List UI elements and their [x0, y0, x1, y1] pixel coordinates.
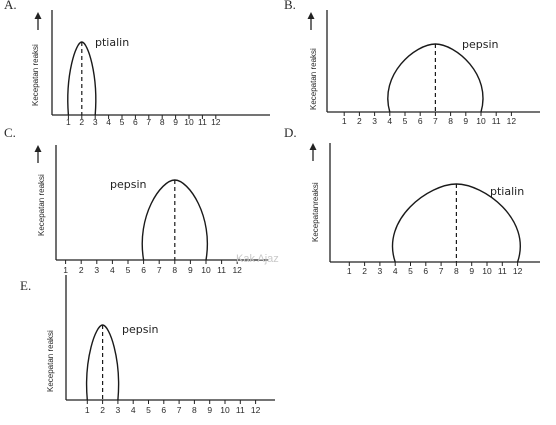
x-tick-label: 1	[85, 405, 90, 415]
x-tick-label: 9	[173, 117, 178, 127]
enzyme-label: pepsin	[122, 323, 159, 336]
x-tick-label: 2	[79, 265, 84, 275]
y-axis-label: Kecepatan reaksi	[309, 48, 318, 110]
panel-letter: C.	[4, 125, 16, 140]
x-tick-label: 6	[423, 266, 428, 276]
x-tick-label: 8	[172, 265, 177, 275]
y-axis-label: Kecepatan reaksi	[31, 44, 40, 106]
x-tick-label: 6	[161, 405, 166, 415]
x-tick-label: 11	[217, 265, 226, 275]
y-axis-arrow-icon	[309, 143, 317, 161]
x-tick-label: 2	[79, 117, 84, 127]
panel-letter: D.	[284, 125, 297, 140]
x-tick-label: 8	[192, 405, 197, 415]
x-tick-label: 12	[232, 265, 242, 275]
panel-c: C. Kecepatan reaksi 1 2 3 4 5 6 7 8 9 10 11 12 peps…	[4, 125, 268, 275]
x-tick-label: 10	[184, 117, 194, 127]
x-tick-label: 1	[342, 116, 347, 126]
panel-a: A. Kecepatan reaksi 1 2 3 4 5 6 7 8 9 10 11 12 ptia…	[4, 0, 270, 127]
x-tick-label: 1	[63, 265, 68, 275]
enzyme-label: ptialin	[490, 185, 524, 198]
enzyme-label: pepsin	[110, 178, 147, 191]
x-tick-label: 2	[100, 405, 105, 415]
x-tick-label: 4	[393, 266, 398, 276]
x-tick-label: 7	[433, 116, 438, 126]
x-tick-label: 12	[251, 405, 261, 415]
x-tick-label: 4	[131, 405, 136, 415]
enzyme-label: pepsin	[462, 38, 499, 51]
x-tick-label: 1	[347, 266, 352, 276]
x-tick-label: 5	[120, 117, 125, 127]
x-tick-label: 3	[372, 116, 377, 126]
x-tick-label: 2	[357, 116, 362, 126]
x-axis-ticks: 1 2 3 4 5 6 7 8 9 10 11 12	[66, 115, 221, 127]
x-tick-label: 3	[116, 405, 121, 415]
x-tick-label: 10	[201, 265, 211, 275]
x-tick-label: 5	[403, 116, 408, 126]
panel-letter: A.	[4, 0, 17, 12]
x-tick-label: 10	[476, 116, 486, 126]
x-tick-label: 4	[106, 117, 111, 127]
x-tick-label: 12	[211, 117, 221, 127]
x-tick-label: 7	[177, 405, 182, 415]
x-tick-label: 11	[236, 405, 245, 415]
x-tick-label: 9	[463, 116, 468, 126]
x-tick-label: 8	[160, 117, 165, 127]
x-axis-ticks: 1 2 3 4 5 6 7 8 9 10 11 12	[347, 262, 523, 276]
x-tick-label: 11	[198, 117, 207, 127]
x-tick-label: 8	[448, 116, 453, 126]
y-axis-label: Kecepatan reaksi	[37, 174, 46, 236]
panel-letter: E.	[20, 278, 31, 293]
x-tick-label: 7	[439, 266, 444, 276]
x-tick-label: 12	[507, 116, 517, 126]
x-tick-label: 4	[110, 265, 115, 275]
panel-e: E. Kecepatan reaksi 1 2 3 4 5 6 7 8 9 10 11 12 peps…	[20, 275, 275, 415]
x-axis-ticks: 1 2 3 4 5 6 7 8 9 10 11 12	[85, 400, 261, 415]
x-tick-label: 7	[157, 265, 162, 275]
x-tick-label: 7	[146, 117, 151, 127]
x-tick-label: 11	[492, 116, 501, 126]
x-tick-label: 9	[188, 265, 193, 275]
x-axis-ticks: 1 2 3 4 5 6 7 8 9 10 11 12	[63, 260, 242, 275]
x-tick-label: 1	[66, 117, 71, 127]
x-tick-label: 9	[207, 405, 212, 415]
x-tick-label: 5	[146, 405, 151, 415]
x-tick-label: 6	[141, 265, 146, 275]
x-tick-label: 5	[408, 266, 413, 276]
x-tick-label: 9	[469, 266, 474, 276]
x-tick-label: 10	[482, 266, 492, 276]
enzyme-label: ptialin	[95, 36, 129, 49]
x-tick-label: 8	[454, 266, 459, 276]
x-tick-label: 3	[93, 117, 98, 127]
x-tick-label: 6	[418, 116, 423, 126]
x-tick-label: 5	[126, 265, 131, 275]
activity-curve	[141, 179, 208, 261]
x-tick-label: 11	[498, 266, 507, 276]
y-axis-label: Kecepatanreaksi	[311, 182, 320, 242]
x-tick-label: 3	[94, 265, 99, 275]
panel-letter: B.	[284, 0, 296, 12]
watermark: Kak Ajaz	[236, 253, 279, 265]
y-axis-arrow-icon	[34, 145, 42, 163]
x-tick-label: 3	[378, 266, 383, 276]
x-tick-label: 4	[387, 116, 392, 126]
y-axis-arrow-icon	[307, 12, 315, 30]
x-tick-label: 12	[513, 266, 523, 276]
panel-b: B. Kecepatan reaksi 1 2 3 4 5 6 7 8 9 10 11 12 peps…	[284, 0, 540, 126]
x-tick-label: 10	[220, 405, 230, 415]
y-axis-label: Kecepatan reaksi	[46, 330, 55, 392]
x-axis-ticks: 1 2 3 4 5 6 7 8 9 10 11 12	[342, 112, 517, 126]
x-tick-label: 6	[133, 117, 138, 127]
x-tick-label: 2	[362, 266, 367, 276]
y-axis-arrow-icon	[34, 12, 42, 30]
panel-d: D. Kecepatanreaksi 1 2 3 4 5 6 7 8 9 10 11 12 ptial…	[284, 125, 540, 276]
